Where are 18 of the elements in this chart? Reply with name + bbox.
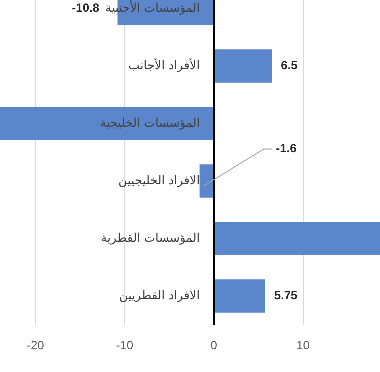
x-tick-label: 10 [296,338,310,353]
data-label: 5.75 [274,288,298,303]
data-label: -1.6 [276,142,298,156]
x-tick-label: -20 [27,338,45,353]
x-tick-label: 0 [210,338,218,353]
data-label: -10.8 [72,1,100,16]
x-tick-label: -10 [116,338,134,353]
y-tick-label: المؤسسات الخليجية [100,116,200,130]
bar [215,280,266,313]
y-tick-label: الافراد الخليجيين [118,173,200,188]
y-tick-label: الأفراد الأجانب [128,57,200,72]
bar [215,222,380,256]
bar [200,164,214,198]
y-tick-label: الافراد القطريين [119,288,200,302]
data-label: 6.5 [281,58,298,73]
bar [0,107,214,140]
y-tick-label: المؤسسات القطرية [101,230,200,245]
bar [215,50,272,83]
